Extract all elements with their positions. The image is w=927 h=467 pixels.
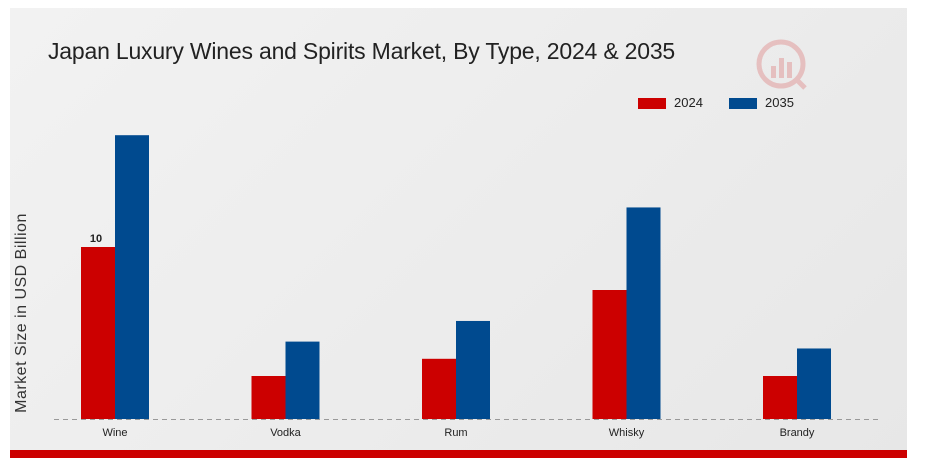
data-label-2024-wine: 10: [90, 233, 102, 245]
bar-2035-brandy: [797, 348, 831, 419]
legend-item-2035: 2035: [729, 95, 794, 110]
chart-title: Japan Luxury Wines and Spirits Market, B…: [48, 38, 676, 64]
legend-label-2024: 2024: [674, 95, 703, 110]
bar-2035-wine: [115, 135, 149, 419]
plot-area: Wine Vodka Rum Whisky Brandy 10: [54, 135, 878, 439]
bar-2035-rum: [456, 320, 490, 419]
bar-2024-vodka: [251, 376, 286, 419]
legend-swatch-2035: [729, 98, 757, 110]
x-tick-label-vodka: Vodka: [270, 427, 301, 439]
bar-2035-vodka: [285, 341, 320, 419]
x-tick-label-rum: Rum: [444, 427, 467, 439]
x-tick-label-brandy: Brandy: [780, 427, 815, 439]
legend-item-2024: 2024: [638, 95, 703, 110]
bar-2024-whisky: [592, 290, 627, 419]
x-tick-label-wine: Wine: [102, 427, 127, 439]
bar-2024-brandy: [763, 376, 797, 419]
bottom-accent-bar: [10, 450, 907, 458]
legend-label-2035: 2035: [765, 95, 794, 110]
chart-panel: Japan Luxury Wines and Spirits Market, B…: [10, 8, 907, 458]
bar-2024-wine: [81, 247, 115, 419]
bar-2024-rum: [422, 358, 456, 419]
x-tick-label-whisky: Whisky: [609, 427, 645, 439]
bar-2035-whisky: [626, 207, 661, 419]
legend-swatch-2024: [638, 98, 666, 110]
logo-icon: [756, 39, 807, 90]
